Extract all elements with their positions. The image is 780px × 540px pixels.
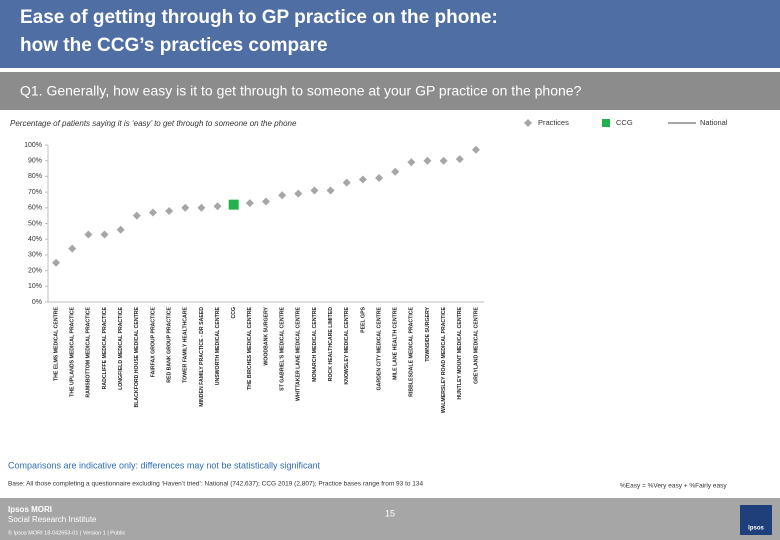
practice-point (197, 203, 206, 212)
subtitle: Percentage of patients saying it is ‘eas… (10, 119, 297, 128)
y-tick-label: 90% (28, 158, 42, 165)
title: how the CCG’s practices compare (20, 35, 328, 56)
x-tick-label: THE ELMS MEDICAL CENTRE (53, 306, 59, 381)
x-tick-label: LONGFIELD MEDICAL PRACTICE (118, 306, 124, 389)
footer-bar (0, 498, 780, 540)
legend-label: CCG (616, 118, 633, 127)
practice-point (165, 206, 174, 215)
practice-point (213, 202, 222, 211)
practice-point (358, 175, 367, 184)
logo-text: Ipsos (748, 526, 764, 532)
x-tick-label: TOWER FAMILY HEALTHCARE (183, 306, 189, 382)
x-tick-label: ST GABRIEL'S MEDICAL CENTRE (280, 306, 286, 390)
y-tick-label: 50% (28, 220, 42, 227)
question: Q1. Generally, how easy is it to get thr… (20, 83, 582, 99)
caveat: Comparisons are indicative only: differe… (8, 460, 320, 470)
practice-point (52, 258, 61, 267)
practice-point (148, 208, 157, 217)
brand: Social Research Institute (8, 515, 97, 524)
y-tick-label: 100% (24, 142, 42, 149)
y-tick-label: 0% (32, 299, 42, 306)
page-number: 15 (385, 508, 395, 518)
definition: %Easy = %Very easy + %Fairly easy (620, 483, 727, 490)
footer-text: © Ipsos MORI 18-042653-01 | Version 1 | … (8, 529, 126, 536)
x-tick-label: TOWNSIDE SURGERY (425, 306, 431, 361)
title: Ease of getting through to GP practice o… (20, 7, 498, 28)
practice-point (278, 191, 287, 200)
logo (740, 505, 772, 535)
practice-point (245, 199, 254, 208)
x-tick-label: GARDEN CITY MEDICAL CENTRE (376, 306, 382, 390)
brand: Ipsos MORI (8, 505, 52, 514)
x-tick-label: UNSWORTH MEDICAL CENTRE (215, 306, 221, 385)
y-tick-label: 40% (28, 236, 42, 243)
legend-label: Practices (538, 118, 569, 127)
practice-point (375, 173, 384, 182)
x-tick-label: GREYLAND MEDICAL CENTRE (473, 306, 479, 383)
base-note: Base: All those completing a questionnai… (8, 481, 424, 488)
question-bar (0, 72, 780, 110)
x-tick-label: MONARCH MEDICAL CENTRE (312, 306, 318, 381)
x-tick-label: CCG (231, 307, 237, 319)
practice-point (471, 145, 480, 154)
practice-point (68, 244, 77, 253)
x-tick-label: HUNTLEY MOUNT MEDICAL CENTRE (457, 306, 463, 399)
x-tick-label: MINDEN FAMILY PRACTICE - DR SAEED (199, 307, 205, 407)
practice-point (391, 167, 400, 176)
x-tick-label: RIBBLESDALE MEDICAL PRACTICE (409, 306, 415, 396)
legend-marker (602, 119, 610, 127)
x-tick-label: KNOWSLEY MEDICAL CENTRE (344, 306, 350, 384)
practice-point (439, 156, 448, 165)
y-tick-label: 30% (28, 252, 42, 259)
practice-point (262, 197, 270, 206)
x-tick-label: MILE LANE HEALTH CENTRE (393, 306, 399, 379)
y-tick-label: 10% (28, 283, 42, 290)
y-tick-label: 20% (28, 267, 42, 274)
x-tick-label: WOODBANK SURGERY (263, 306, 269, 365)
practice-point (294, 189, 303, 198)
practice-point (84, 230, 93, 239)
practice-point (326, 186, 335, 195)
practice-point (342, 178, 351, 187)
x-tick-label: WHITTAKER LANE MEDICAL CENTRE (296, 306, 302, 401)
ccg-point (228, 199, 239, 210)
x-tick-label: RAMSBOTTOM MEDICAL PRACTICE (86, 306, 92, 397)
y-tick-label: 80% (28, 173, 42, 180)
y-tick-label: 60% (28, 205, 42, 212)
x-tick-label: THE UPLANDS MEDICAL PRACTICE (70, 306, 76, 396)
x-tick-label: ROCK HEALTHCARE LIMITED (328, 307, 334, 382)
x-tick-label: BLACKFORD HOUSE MEDICAL CENTRE (134, 306, 140, 407)
practice-point (455, 155, 464, 164)
x-tick-label: RED BANK GROUP PRACTICE (166, 306, 172, 382)
legend-label: National (700, 118, 728, 127)
x-tick-label: PEEL GPS (360, 306, 366, 332)
practice-point (423, 156, 432, 165)
x-tick-label: RADCLIFFE MEDICAL PRACTICE (102, 306, 108, 389)
practice-point (310, 186, 319, 195)
title-bar (0, 0, 780, 68)
practice-point (116, 225, 125, 234)
x-tick-label: WALMERSLEY ROAD MEDICAL PRACTICE (441, 306, 447, 413)
practice-point (132, 211, 141, 220)
x-tick-label: THE BIRCHES MEDICAL CENTRE (247, 306, 253, 389)
practice-point (181, 203, 190, 212)
practice-point (407, 158, 416, 167)
legend-marker (524, 119, 532, 127)
practice-point (100, 230, 109, 239)
y-tick-label: 70% (28, 189, 42, 196)
x-tick-label: FAIRFAX GROUP PRACTICE (150, 306, 156, 377)
